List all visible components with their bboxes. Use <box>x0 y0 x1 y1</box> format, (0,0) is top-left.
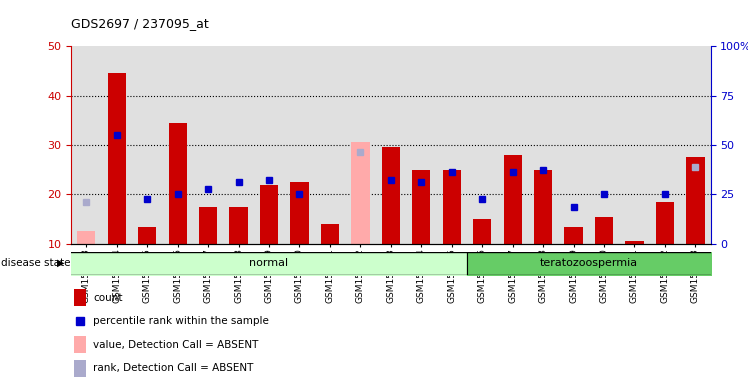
Text: rank, Detection Call = ABSENT: rank, Detection Call = ABSENT <box>94 363 254 373</box>
Bar <box>260 184 278 244</box>
Bar <box>619 46 650 244</box>
Bar <box>534 170 552 244</box>
Bar <box>254 46 284 244</box>
Bar <box>352 142 370 244</box>
Bar <box>77 232 96 244</box>
Bar <box>497 46 528 244</box>
Text: normal: normal <box>249 258 289 268</box>
Bar <box>443 170 461 244</box>
Text: value, Detection Call = ABSENT: value, Detection Call = ABSENT <box>94 340 259 350</box>
Bar <box>467 46 497 244</box>
Bar <box>74 360 86 377</box>
Bar <box>686 157 705 244</box>
Bar <box>503 155 522 244</box>
Text: ▶: ▶ <box>57 258 64 268</box>
Bar <box>315 46 345 244</box>
Bar <box>595 217 613 244</box>
Bar <box>290 182 309 244</box>
Text: disease state: disease state <box>1 258 71 268</box>
Bar <box>168 123 187 244</box>
Text: GDS2697 / 237095_at: GDS2697 / 237095_at <box>71 17 209 30</box>
Text: count: count <box>94 293 123 303</box>
Bar <box>71 46 102 244</box>
Bar <box>102 46 132 244</box>
Bar <box>412 170 430 244</box>
Bar <box>650 46 680 244</box>
Bar <box>132 46 162 244</box>
Bar <box>74 290 86 306</box>
Bar <box>473 219 491 244</box>
Bar <box>437 46 467 244</box>
Bar <box>656 202 674 244</box>
Bar <box>345 46 375 244</box>
Text: percentile rank within the sample: percentile rank within the sample <box>94 316 269 326</box>
Bar <box>162 46 193 244</box>
Bar <box>108 73 126 244</box>
Bar <box>321 224 339 244</box>
Bar <box>230 207 248 244</box>
Bar <box>565 227 583 244</box>
Bar <box>138 227 156 244</box>
Bar <box>680 46 711 244</box>
Bar <box>224 46 254 244</box>
Bar <box>199 207 217 244</box>
Bar <box>589 46 619 244</box>
Text: teratozoospermia: teratozoospermia <box>540 258 638 268</box>
Bar <box>381 147 400 244</box>
Bar <box>625 242 643 244</box>
Bar <box>558 46 589 244</box>
Bar <box>528 46 558 244</box>
Bar <box>74 336 86 353</box>
Bar <box>193 46 224 244</box>
Bar <box>406 46 437 244</box>
Bar <box>284 46 315 244</box>
Bar <box>375 46 406 244</box>
